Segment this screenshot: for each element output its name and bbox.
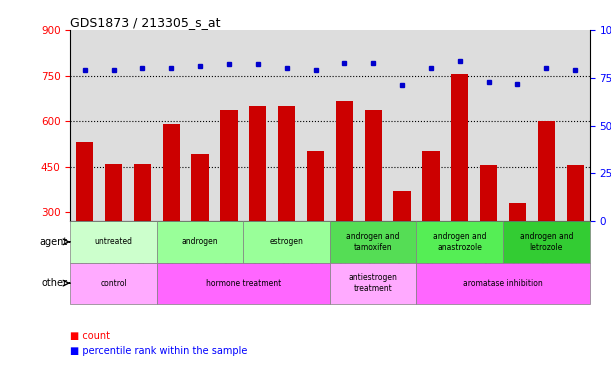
Text: untreated: untreated — [95, 237, 133, 246]
Text: antiestrogen
treatment: antiestrogen treatment — [349, 273, 398, 293]
Bar — [221, 111, 238, 221]
Bar — [365, 111, 382, 221]
Bar — [191, 154, 209, 221]
Bar — [105, 164, 122, 221]
Bar — [157, 221, 243, 262]
Bar — [422, 152, 439, 221]
Bar — [307, 152, 324, 221]
Bar — [335, 101, 353, 221]
Text: ■ percentile rank within the sample: ■ percentile rank within the sample — [70, 346, 247, 355]
Bar — [393, 191, 411, 221]
Bar — [157, 262, 330, 304]
Text: agent: agent — [39, 237, 67, 247]
Text: ■ count: ■ count — [70, 331, 110, 340]
Bar — [249, 106, 266, 221]
Bar — [503, 221, 590, 262]
Bar — [243, 221, 330, 262]
Bar — [480, 165, 497, 221]
Text: other: other — [42, 278, 67, 288]
Text: androgen and
anastrozole: androgen and anastrozole — [433, 232, 486, 252]
Bar — [134, 164, 151, 221]
Bar — [451, 74, 469, 221]
Text: GDS1873 / 213305_s_at: GDS1873 / 213305_s_at — [70, 16, 221, 29]
Bar — [417, 221, 503, 262]
Bar — [417, 262, 590, 304]
Text: control: control — [100, 279, 127, 288]
Text: hormone treatment: hormone treatment — [206, 279, 281, 288]
Bar — [330, 221, 417, 262]
Bar — [163, 124, 180, 221]
Text: androgen: androgen — [182, 237, 218, 246]
Bar — [538, 121, 555, 221]
Bar — [330, 262, 417, 304]
Bar — [509, 203, 526, 221]
Text: estrogen: estrogen — [269, 237, 304, 246]
Bar — [566, 165, 584, 221]
Bar — [70, 262, 157, 304]
Bar — [76, 142, 93, 221]
Bar — [278, 106, 295, 221]
Text: androgen and
letrozole: androgen and letrozole — [519, 232, 573, 252]
Text: androgen and
tamoxifen: androgen and tamoxifen — [346, 232, 400, 252]
Bar — [70, 221, 157, 262]
Text: aromatase inhibition: aromatase inhibition — [463, 279, 543, 288]
